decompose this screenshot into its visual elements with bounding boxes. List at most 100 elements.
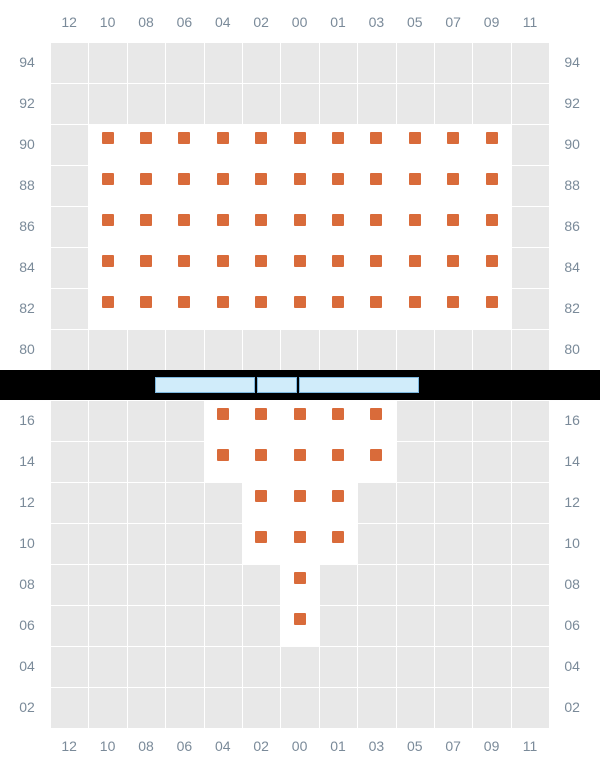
col-label: 04 [208, 14, 238, 30]
seat-marker-icon [178, 255, 190, 267]
seat-marker-icon [486, 173, 498, 185]
col-label: 06 [169, 738, 199, 754]
row-label: 10 [557, 535, 587, 551]
seat-marker-icon [255, 531, 267, 543]
row-label: 08 [557, 576, 587, 592]
seat-marker-icon [409, 296, 421, 308]
seat-marker-icon [294, 132, 306, 144]
row-label: 14 [557, 453, 587, 469]
row-label: 16 [12, 412, 42, 428]
seat-marker-icon [140, 255, 152, 267]
row-label: 06 [557, 617, 587, 633]
seat-marker-icon [370, 255, 382, 267]
seat-marker-icon [217, 449, 229, 461]
col-label: 03 [361, 14, 391, 30]
seat-marker-icon [102, 132, 114, 144]
seat-marker-icon [332, 173, 344, 185]
seat-marker-icon [294, 255, 306, 267]
seat-marker-icon [370, 449, 382, 461]
stage-table [257, 377, 297, 393]
row-label: 04 [557, 658, 587, 674]
seat-marker-icon [332, 132, 344, 144]
col-label: 02 [246, 14, 276, 30]
row-label: 04 [12, 658, 42, 674]
seat-marker-icon [294, 296, 306, 308]
col-label: 10 [93, 738, 123, 754]
seat-marker-icon [178, 132, 190, 144]
seat-marker-icon [370, 214, 382, 226]
seat-marker-icon [140, 132, 152, 144]
col-label: 01 [323, 738, 353, 754]
seat-marker-icon [140, 296, 152, 308]
row-label: 92 [557, 95, 587, 111]
col-label: 11 [515, 14, 545, 30]
col-label: 12 [54, 738, 84, 754]
seat-marker-icon [217, 173, 229, 185]
col-label: 05 [400, 738, 430, 754]
seat-marker-icon [178, 296, 190, 308]
seat-marker-icon [409, 173, 421, 185]
seat-marker-icon [294, 408, 306, 420]
seat-marker-icon [332, 531, 344, 543]
col-label: 04 [208, 738, 238, 754]
seat-marker-icon [370, 408, 382, 420]
row-label: 92 [12, 95, 42, 111]
row-label: 84 [557, 259, 587, 275]
col-label: 02 [246, 738, 276, 754]
seat-marker-icon [294, 572, 306, 584]
row-label: 80 [12, 341, 42, 357]
row-label: 12 [12, 494, 42, 510]
stage-table [155, 377, 255, 393]
seat-marker-icon [255, 255, 267, 267]
grid-line [50, 687, 549, 688]
seat-marker-icon [255, 132, 267, 144]
grid-line [50, 728, 549, 729]
grid-line [50, 646, 549, 647]
col-label: 11 [515, 738, 545, 754]
stage-table [299, 377, 419, 393]
row-label: 02 [557, 699, 587, 715]
seat-marker-icon [486, 214, 498, 226]
col-label: 05 [400, 14, 430, 30]
seat-marker-icon [332, 214, 344, 226]
grid-line [549, 400, 550, 728]
row-label: 90 [557, 136, 587, 152]
seat-marker-icon [294, 531, 306, 543]
seat-marker-icon [409, 255, 421, 267]
seat-marker-icon [294, 490, 306, 502]
seat-marker-icon [217, 214, 229, 226]
seat-marker-icon [486, 296, 498, 308]
seat-marker-icon [294, 173, 306, 185]
seat-marker-icon [486, 255, 498, 267]
seat-marker-icon [217, 296, 229, 308]
row-label: 88 [12, 177, 42, 193]
col-label: 09 [477, 738, 507, 754]
row-label: 02 [12, 699, 42, 715]
col-label: 07 [438, 14, 468, 30]
seat-marker-icon [255, 173, 267, 185]
seat-marker-icon [294, 613, 306, 625]
col-label: 09 [477, 14, 507, 30]
seat-marker-icon [447, 173, 459, 185]
seat-marker-icon [370, 296, 382, 308]
row-label: 14 [12, 453, 42, 469]
seat-marker-icon [102, 255, 114, 267]
row-label: 94 [12, 54, 42, 70]
col-label: 12 [54, 14, 84, 30]
row-label: 06 [12, 617, 42, 633]
seat-marker-icon [255, 408, 267, 420]
col-label: 06 [169, 14, 199, 30]
seat-marker-icon [255, 296, 267, 308]
row-label: 82 [12, 300, 42, 316]
seat-marker-icon [178, 214, 190, 226]
row-label: 80 [557, 341, 587, 357]
seat-marker-icon [447, 296, 459, 308]
seat-marker-icon [370, 173, 382, 185]
row-label: 82 [557, 300, 587, 316]
col-label: 01 [323, 14, 353, 30]
seat-marker-icon [102, 173, 114, 185]
seat-marker-icon [332, 408, 344, 420]
seat-marker-icon [332, 255, 344, 267]
row-label: 86 [557, 218, 587, 234]
seat-marker-icon [102, 296, 114, 308]
